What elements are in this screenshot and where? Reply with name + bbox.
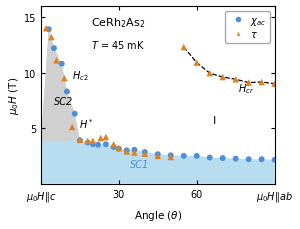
- Point: [52, 47, 56, 51]
- Point: [85, 139, 90, 143]
- Point: [103, 143, 108, 146]
- Point: [246, 81, 251, 85]
- Point: [77, 139, 82, 142]
- Point: [59, 63, 64, 66]
- Point: [64, 90, 69, 94]
- Point: [142, 152, 147, 156]
- Y-axis label: $\mu_0H$ (T): $\mu_0H$ (T): [7, 76, 21, 114]
- Point: [259, 81, 264, 85]
- Point: [168, 154, 173, 158]
- Text: I: I: [213, 115, 217, 125]
- Polygon shape: [41, 30, 274, 184]
- Point: [46, 28, 51, 32]
- Text: SC2: SC2: [54, 96, 73, 106]
- Point: [233, 157, 238, 161]
- X-axis label: Angle ($\theta$): Angle ($\theta$): [134, 208, 182, 222]
- Text: $H_{c2}$: $H_{c2}$: [72, 69, 89, 83]
- Text: CeRh$_2$As$_2$: CeRh$_2$As$_2$: [91, 16, 145, 30]
- Point: [168, 155, 173, 159]
- Point: [182, 154, 186, 158]
- Text: $H^*$: $H^*$: [79, 117, 93, 131]
- Point: [44, 27, 49, 31]
- Point: [49, 36, 54, 40]
- Text: SC1: SC1: [130, 159, 149, 169]
- Point: [246, 158, 251, 161]
- Point: [54, 59, 59, 63]
- Point: [124, 149, 129, 153]
- Point: [91, 143, 95, 146]
- Point: [116, 147, 121, 151]
- Polygon shape: [41, 30, 80, 142]
- Text: II: II: [227, 23, 234, 33]
- Point: [272, 82, 277, 86]
- Point: [70, 126, 74, 129]
- Point: [116, 147, 121, 150]
- Point: [220, 157, 225, 160]
- Point: [194, 154, 199, 158]
- Point: [72, 112, 77, 116]
- Legend: $\chi_{ac}$, $\tau$: $\chi_{ac}$, $\tau$: [225, 12, 270, 43]
- Point: [155, 154, 160, 158]
- Point: [194, 61, 199, 65]
- Point: [233, 78, 238, 82]
- Point: [272, 158, 277, 162]
- Point: [132, 151, 137, 155]
- Point: [220, 76, 225, 79]
- Text: $T$ = 45 mK: $T$ = 45 mK: [91, 39, 145, 51]
- Point: [207, 156, 212, 160]
- Point: [98, 137, 103, 140]
- Point: [103, 136, 108, 139]
- Point: [91, 139, 95, 143]
- Point: [259, 158, 264, 161]
- Point: [207, 72, 212, 76]
- Point: [77, 138, 82, 142]
- Point: [132, 148, 137, 152]
- Point: [155, 153, 160, 156]
- Text: $H_{cr}$: $H_{cr}$: [238, 82, 254, 96]
- Point: [124, 150, 129, 154]
- Point: [111, 145, 116, 149]
- Point: [62, 77, 67, 81]
- Point: [85, 141, 90, 145]
- Point: [96, 143, 100, 147]
- Point: [142, 150, 147, 154]
- Point: [111, 143, 116, 146]
- Point: [182, 46, 186, 50]
